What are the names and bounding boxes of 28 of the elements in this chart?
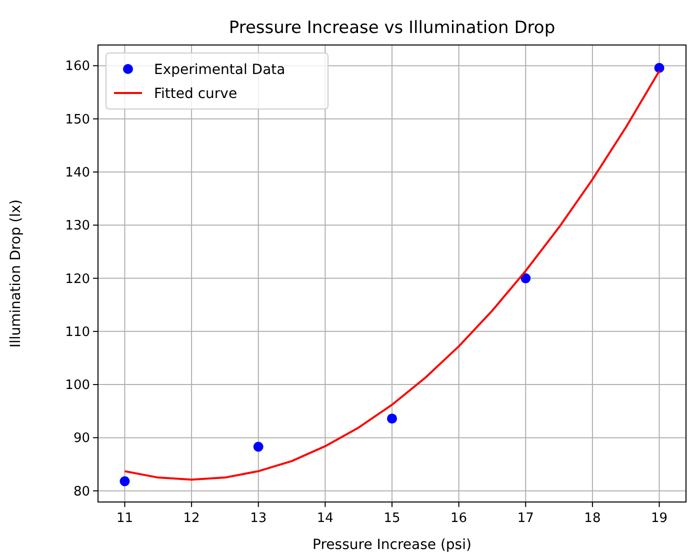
x-tick-label: 16 — [450, 511, 468, 526]
point — [654, 62, 664, 73]
x-tick-label: 12 — [183, 511, 200, 526]
point — [520, 273, 531, 284]
point — [253, 442, 264, 452]
point — [120, 476, 130, 486]
y-tick-label: 120 — [65, 272, 90, 287]
legend-label: Experimental Data — [154, 62, 286, 78]
y-tick-label: 110 — [65, 324, 90, 340]
x-tick-label: 15 — [384, 511, 400, 526]
y-tick-label: 160 — [65, 59, 90, 74]
y-tick-label: 90 — [73, 431, 90, 446]
chart-title: Pressure Increase vs Illumination Drop — [228, 18, 556, 38]
x-tick-label: 11 — [116, 511, 133, 526]
y-tick-label: 100 — [65, 378, 90, 394]
x-tick-label: 17 — [517, 511, 534, 526]
x-tick-label: 13 — [250, 511, 267, 526]
y-axis-title: Illumination Drop (lx) — [8, 199, 24, 348]
legend-label: Fitted curve — [154, 86, 238, 102]
x-axis-title: Pressure Increase (psi) — [312, 537, 472, 553]
y-tick-label: 80 — [73, 484, 90, 500]
x-tick-label: 18 — [584, 511, 601, 526]
x-tick-label: 14 — [316, 511, 334, 526]
y-tick-label: 140 — [65, 166, 90, 181]
x-tick-label: 19 — [651, 511, 668, 526]
point — [387, 414, 397, 424]
y-tick-label: 130 — [65, 218, 90, 234]
y-tick-label: 150 — [65, 112, 90, 128]
